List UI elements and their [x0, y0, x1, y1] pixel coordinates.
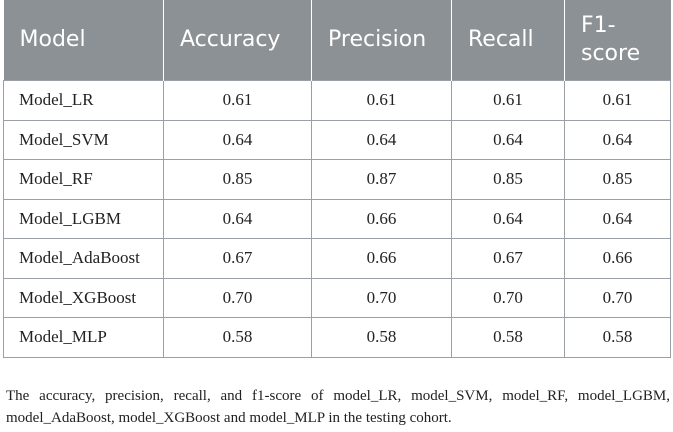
header-model: Model: [3, 0, 164, 81]
f1-score-cell: 0.64: [564, 198, 671, 239]
table-row: Model_XGBoost 0.70 0.70 0.70 0.70: [3, 277, 671, 318]
accuracy-cell: 0.58: [163, 317, 312, 358]
table-caption: The accuracy, precision, recall, and f1-…: [6, 388, 670, 426]
recall-cell: 0.58: [451, 317, 565, 358]
model-name-cell: Model_RF: [3, 159, 164, 200]
model-name-cell: Model_LGBM: [3, 198, 164, 239]
table-row: Model_SVM 0.64 0.64 0.64 0.64: [3, 119, 671, 160]
f1-score-cell: 0.85: [564, 159, 671, 200]
header-recall: Recall: [451, 0, 565, 81]
table-row: Model_LR 0.61 0.61 0.61 0.61: [3, 80, 671, 121]
recall-cell: 0.67: [451, 238, 565, 279]
header-precision: Precision: [311, 0, 452, 81]
precision-cell: 0.70: [311, 277, 452, 318]
header-f1-score: F1-score: [564, 0, 671, 81]
f1-score-cell: 0.61: [564, 80, 671, 121]
precision-cell: 0.66: [311, 238, 452, 279]
model-metrics-table-container: Model Accuracy Precision Recall F1-score…: [3, 0, 671, 358]
recall-cell: 0.61: [451, 80, 565, 121]
recall-cell: 0.64: [451, 119, 565, 160]
accuracy-cell: 0.64: [163, 119, 312, 160]
model-name-cell: Model_LR: [3, 80, 164, 121]
model-name-cell: Model_AdaBoost: [3, 238, 164, 279]
table-row: Model_LGBM 0.64 0.66 0.64 0.64: [3, 198, 671, 239]
f1-score-cell: 0.64: [564, 119, 671, 160]
model-name-cell: Model_MLP: [3, 317, 164, 358]
table-row: Model_MLP 0.58 0.58 0.58 0.58: [3, 317, 671, 358]
f1-score-cell: 0.58: [564, 317, 671, 358]
model-name-cell: Model_XGBoost: [3, 277, 164, 318]
table-row: Model_AdaBoost 0.67 0.66 0.67 0.66: [3, 238, 671, 279]
recall-cell: 0.70: [451, 277, 565, 318]
accuracy-cell: 0.85: [163, 159, 312, 200]
accuracy-cell: 0.61: [163, 80, 312, 121]
table-row: Model_RF 0.85 0.87 0.85 0.85: [3, 159, 671, 200]
accuracy-cell: 0.67: [163, 238, 312, 279]
f1-score-cell: 0.66: [564, 238, 671, 279]
accuracy-cell: 0.70: [163, 277, 312, 318]
model-name-cell: Model_SVM: [3, 119, 164, 160]
precision-cell: 0.87: [311, 159, 452, 200]
precision-cell: 0.61: [311, 80, 452, 121]
precision-cell: 0.58: [311, 317, 452, 358]
recall-cell: 0.64: [451, 198, 565, 239]
f1-score-cell: 0.70: [564, 277, 671, 318]
accuracy-cell: 0.64: [163, 198, 312, 239]
header-accuracy: Accuracy: [163, 0, 312, 81]
precision-cell: 0.64: [311, 119, 452, 160]
precision-cell: 0.66: [311, 198, 452, 239]
recall-cell: 0.85: [451, 159, 565, 200]
model-metrics-table: Model Accuracy Precision Recall F1-score…: [3, 0, 671, 358]
table-header-row: Model Accuracy Precision Recall F1-score: [3, 0, 671, 81]
